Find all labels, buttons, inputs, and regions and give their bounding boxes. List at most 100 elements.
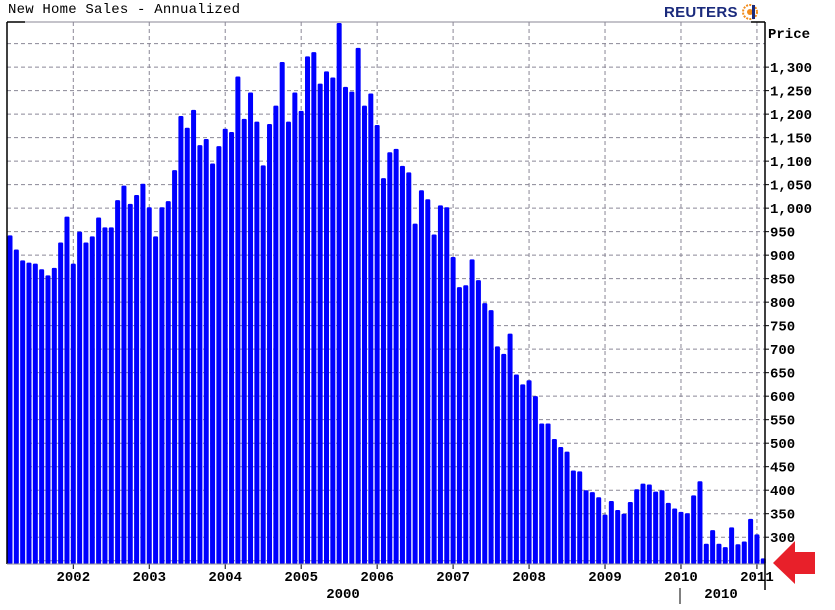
bar	[292, 92, 298, 564]
bar	[235, 76, 241, 564]
gridlines	[7, 22, 765, 564]
bar	[165, 201, 171, 564]
bar	[191, 109, 197, 565]
bar	[716, 543, 722, 564]
bar	[203, 139, 209, 565]
bar	[184, 127, 190, 565]
bar	[494, 346, 500, 564]
bar	[273, 105, 279, 565]
bar	[526, 380, 532, 564]
x-tick-label: 2011	[740, 570, 774, 586]
bar	[488, 310, 494, 564]
bar	[406, 172, 412, 565]
bar	[646, 484, 652, 564]
y-tick-label: 700	[770, 343, 795, 359]
bar	[627, 501, 633, 564]
bar	[13, 249, 19, 564]
bar	[51, 267, 57, 564]
bars	[7, 22, 766, 565]
y-tick-label: 850	[770, 273, 795, 289]
y-tick-label: 1,250	[770, 85, 812, 101]
bar	[102, 227, 108, 565]
reuters-logo: REUTERS	[664, 2, 759, 22]
logo-text: REUTERS	[664, 3, 738, 21]
bar	[501, 353, 507, 564]
x-tick-label: 2010	[664, 570, 698, 586]
y-tick-label: 1,200	[770, 108, 812, 124]
y-tick-label: 450	[770, 461, 795, 477]
bar	[513, 374, 519, 564]
bar	[399, 165, 405, 564]
bar	[425, 199, 431, 564]
bar	[551, 438, 557, 564]
bar	[336, 22, 342, 564]
bar	[58, 242, 64, 564]
bar	[134, 194, 140, 565]
bar	[127, 203, 133, 565]
y-tick-label: 350	[770, 508, 795, 524]
bar	[267, 124, 273, 564]
bar	[754, 534, 760, 564]
bar	[146, 207, 152, 564]
y-tick-label: 1,100	[770, 155, 812, 171]
y-tick-label: 950	[770, 226, 795, 242]
bar	[178, 116, 184, 565]
y-tick-label: 1,050	[770, 179, 812, 195]
bar	[248, 92, 254, 564]
bar	[697, 481, 703, 564]
bar	[621, 513, 627, 564]
bar	[311, 52, 317, 564]
y-tick-label: 550	[770, 414, 795, 430]
bar	[108, 227, 114, 565]
y-tick-label: 750	[770, 320, 795, 336]
bar	[691, 495, 697, 564]
bar	[608, 501, 614, 564]
bar	[672, 508, 678, 564]
bar	[159, 207, 165, 564]
bar	[577, 471, 583, 564]
bar	[602, 514, 608, 564]
bar	[665, 502, 671, 564]
bar	[317, 83, 323, 564]
red-arrow-icon	[773, 541, 815, 584]
bar	[507, 333, 513, 564]
bar	[710, 530, 716, 564]
bar	[393, 148, 399, 565]
bar	[39, 269, 45, 564]
bar	[520, 384, 526, 564]
bar	[475, 280, 481, 564]
x-tick-label: 2005	[284, 570, 318, 586]
x-tick-label: 2006	[360, 570, 394, 586]
bar	[684, 513, 690, 564]
bar	[305, 56, 311, 564]
bar	[298, 110, 304, 564]
bar	[229, 132, 235, 564]
bar	[197, 145, 203, 564]
bar	[450, 257, 456, 564]
bar	[140, 183, 146, 564]
bar	[45, 275, 51, 564]
bar	[615, 509, 621, 564]
bar	[368, 93, 374, 564]
bar	[735, 544, 741, 564]
y-axis-ticks: 300 350 400 450 500 550 600 650 700 750 800 850 900 9…	[765, 61, 812, 547]
bar	[748, 518, 754, 564]
x-tick-label: 2003	[132, 570, 166, 586]
chart-title: New Home Sales - Annualized	[8, 2, 241, 18]
bar	[545, 423, 551, 564]
bar	[216, 146, 222, 564]
bar	[703, 543, 709, 564]
x-secondary-label: 2010	[704, 587, 738, 603]
bar	[153, 236, 159, 565]
bar	[349, 91, 355, 564]
bar	[26, 262, 32, 564]
bar	[70, 263, 76, 564]
y-tick-label: 400	[770, 484, 795, 500]
y-tick-label: 650	[770, 367, 795, 383]
y-tick-label: 900	[770, 249, 795, 265]
bar	[254, 121, 260, 564]
bar	[241, 118, 247, 564]
bar	[279, 61, 285, 565]
bar	[463, 285, 469, 564]
x-tick-label: 2004	[208, 570, 242, 586]
